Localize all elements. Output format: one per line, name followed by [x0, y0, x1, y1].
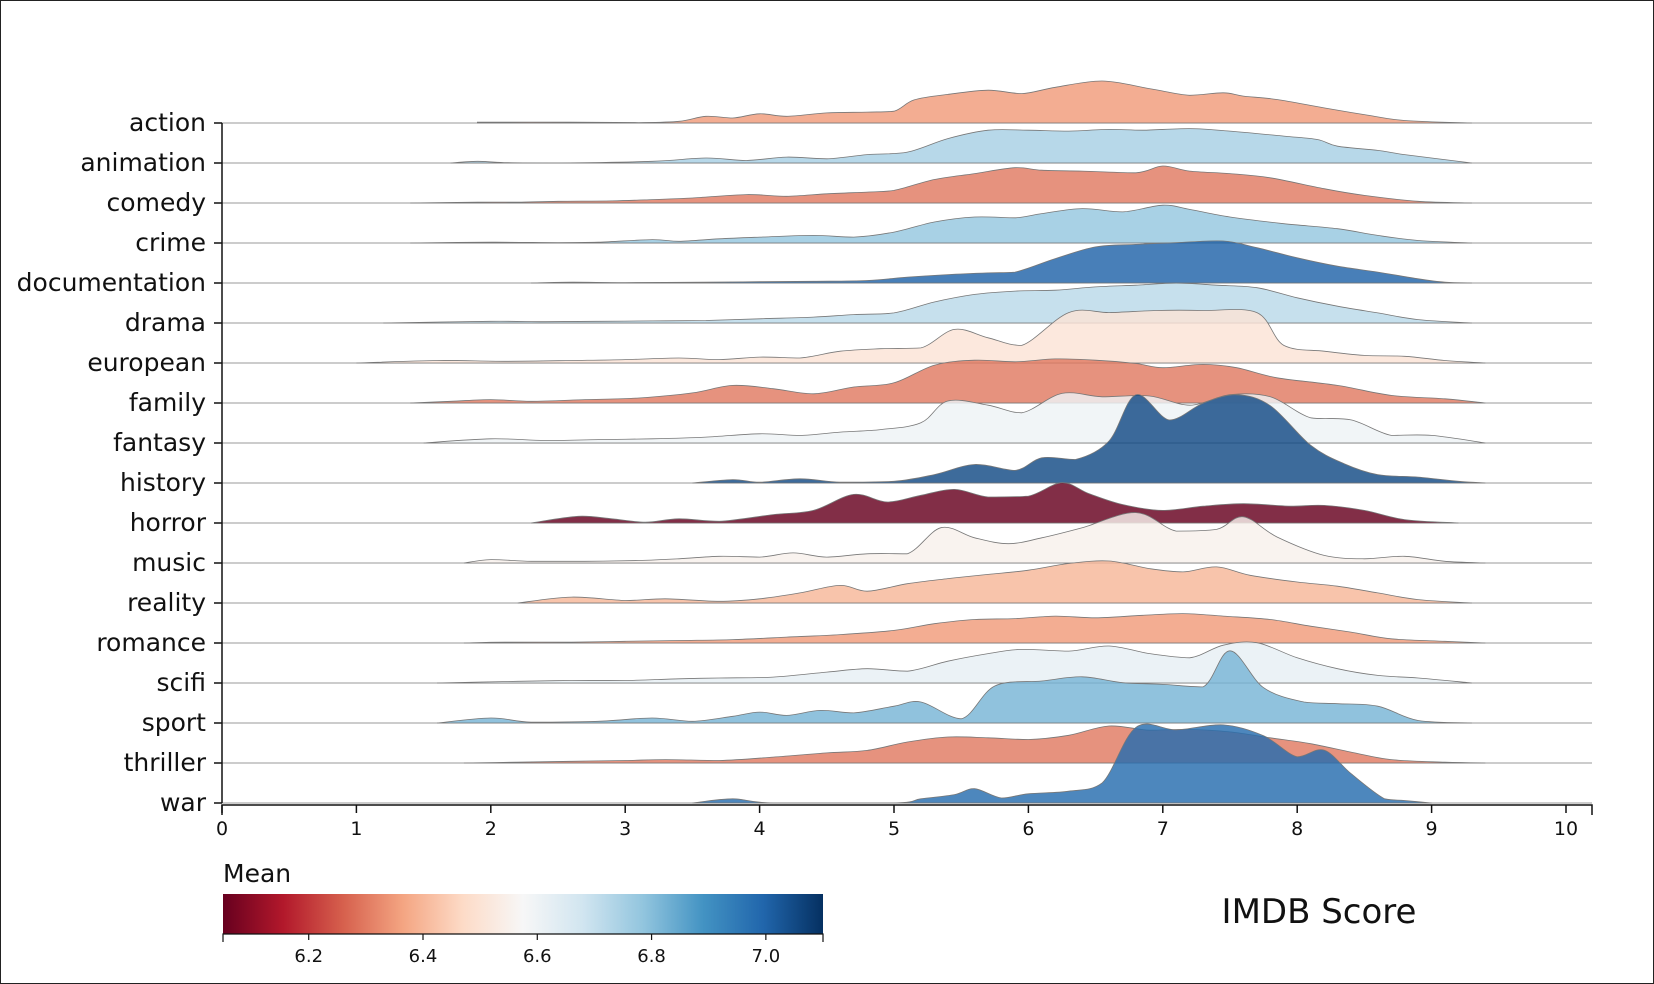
ridge-reality	[517, 560, 1472, 604]
ridge-scifi	[436, 641, 1472, 684]
x-tick-label: 5	[888, 818, 900, 840]
x-tick-label: 8	[1291, 818, 1303, 840]
ridge-romance	[463, 613, 1486, 644]
ridge-horror	[531, 482, 1459, 524]
x-tick-label: 7	[1157, 818, 1169, 840]
x-axis-line	[221, 804, 1593, 815]
x-tick-label: 10	[1554, 818, 1578, 840]
ridge-crime	[410, 204, 1472, 244]
y-tick-label-family: family	[129, 388, 206, 417]
ridge-animation	[450, 128, 1472, 164]
x-axis: 0 1 2 3 4 5 6 7 8 9 10	[216, 804, 1593, 840]
y-tick-label-scifi: scifi	[157, 668, 206, 697]
y-tick-label-history: history	[120, 468, 206, 497]
legend-tick-label: 6.8	[637, 946, 666, 967]
y-tick-label-thriller: thriller	[124, 748, 207, 777]
x-tick-label: 9	[1426, 818, 1438, 840]
x-tick-label: 3	[619, 818, 631, 840]
ridge-war	[692, 723, 1432, 804]
ridge-european	[356, 309, 1486, 364]
legend-tick-label: 7.0	[752, 946, 781, 967]
color-legend: Mean 6.2 6.4 6.6 6.8 7.0	[222, 859, 824, 967]
ridge-sport	[436, 650, 1472, 724]
ridge-history	[692, 394, 1486, 484]
ridge-music	[463, 512, 1486, 564]
legend-color-bar	[223, 894, 823, 934]
y-tick-label-reality: reality	[127, 588, 206, 617]
y-tick-label-romance: romance	[96, 628, 206, 657]
y-tick-label-crime: crime	[135, 228, 206, 257]
y-tick-label-fantasy: fantasy	[113, 428, 206, 457]
y-tick-label-war: war	[160, 788, 207, 817]
ridge-documentation	[531, 240, 1472, 284]
ridge-comedy	[410, 165, 1472, 204]
y-tick-label-horror: horror	[130, 508, 207, 537]
legend-title: Mean	[223, 859, 291, 888]
legend-axis	[222, 933, 824, 942]
y-tick-label-action: action	[129, 108, 206, 137]
ridges-group	[222, 80, 1592, 804]
y-tick-label-sport: sport	[142, 708, 206, 737]
legend-tick-label: 6.2	[294, 946, 323, 967]
y-tick-label-animation: animation	[80, 148, 206, 177]
y-tick-label-documentation: documentation	[17, 268, 206, 297]
legend-tick-label: 6.4	[409, 946, 438, 967]
x-axis-label: IMDB Score	[1222, 892, 1417, 932]
x-tick-label: 6	[1022, 818, 1034, 840]
ridge-drama	[383, 282, 1472, 324]
y-tick-label-drama: drama	[125, 308, 206, 337]
x-tick-label: 2	[485, 818, 497, 840]
y-tick-label-comedy: comedy	[107, 188, 207, 217]
ridge-action	[477, 80, 1472, 124]
y-axis: action animation comedy crime documentation d…	[17, 108, 223, 817]
ridge-family	[410, 358, 1486, 404]
x-tick-label: 4	[754, 818, 766, 840]
x-tick-label: 1	[350, 818, 362, 840]
y-tick-label-european: european	[87, 348, 206, 377]
x-tick-label: 0	[216, 818, 228, 840]
y-tick-label-music: music	[132, 548, 206, 577]
legend-tick-label: 6.6	[523, 946, 552, 967]
